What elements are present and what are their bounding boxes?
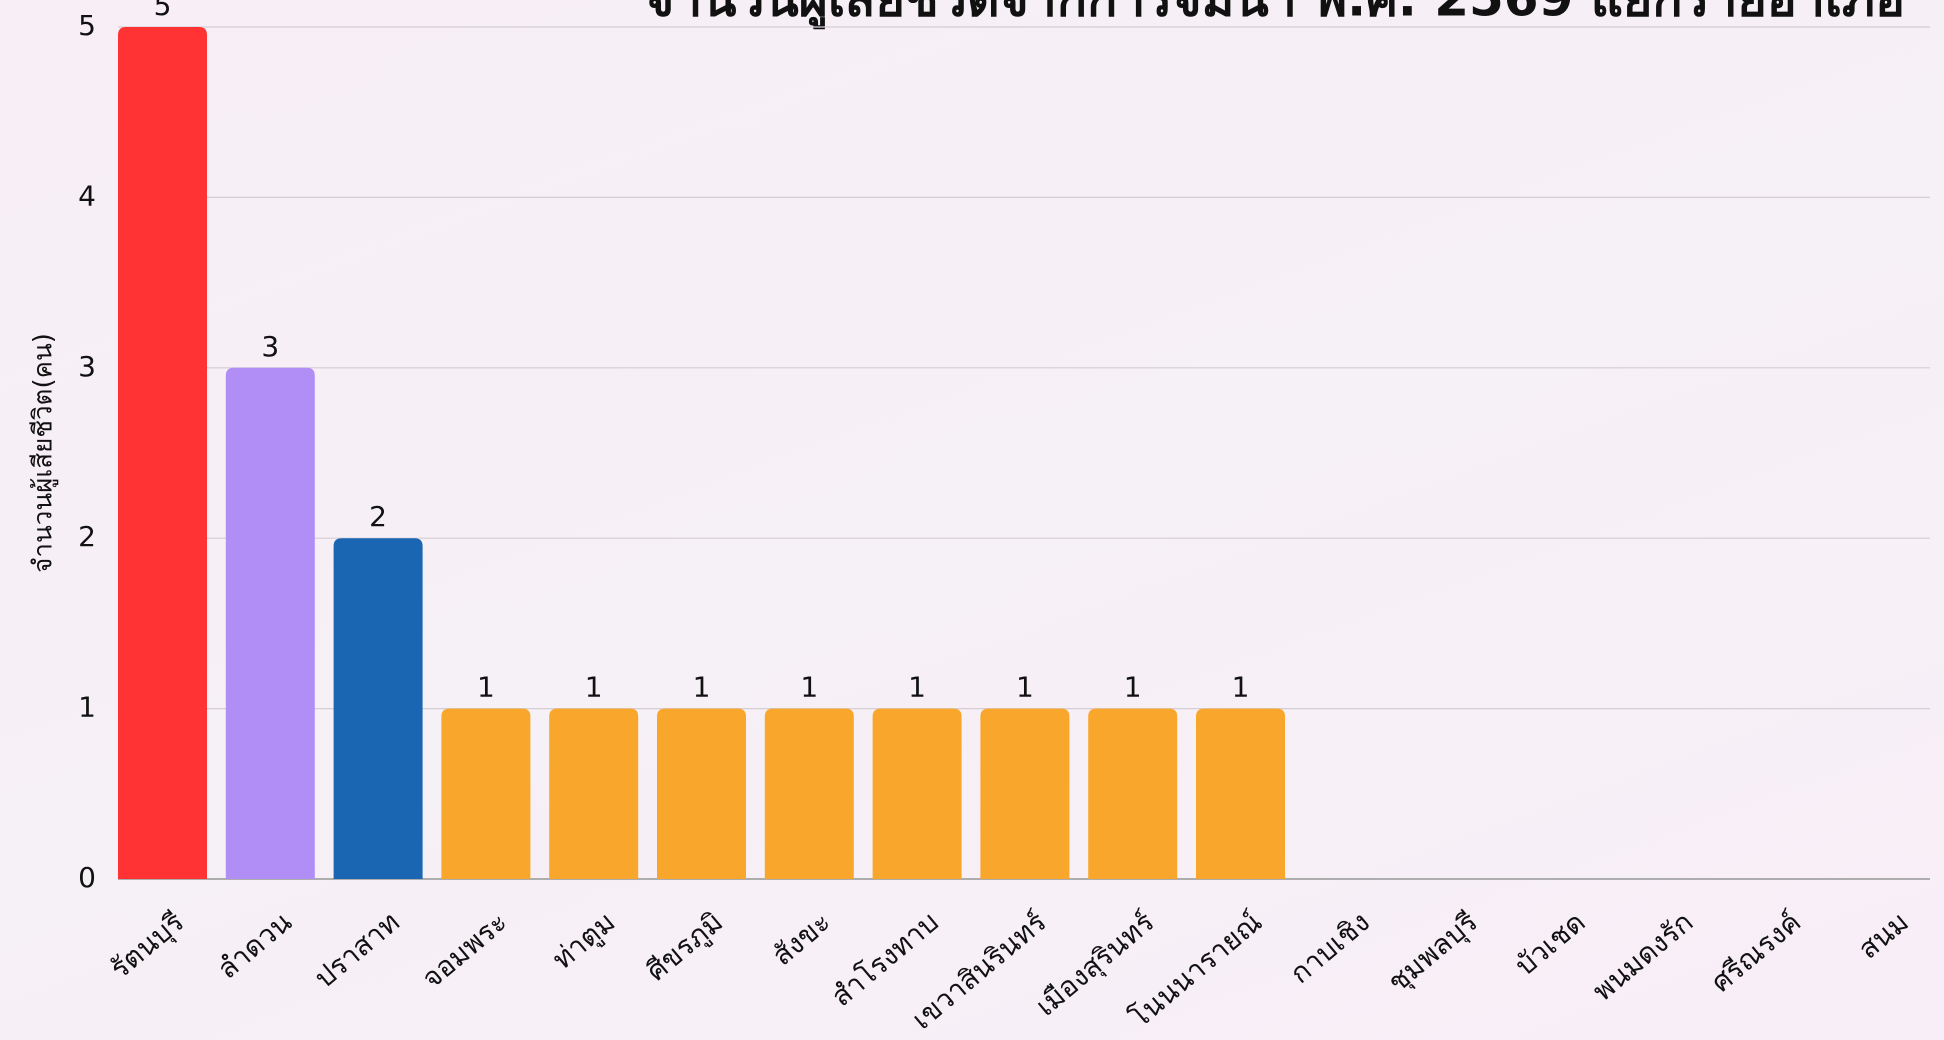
x-tick-label: ปราสาท xyxy=(308,905,406,994)
x-tick-label: พนมดงรัก xyxy=(1586,905,1699,1007)
x-tick-label: สังขะ xyxy=(766,905,837,972)
data-label: 1 xyxy=(800,671,818,704)
data-label: 1 xyxy=(908,671,926,704)
x-tick-label: กาบเชิง xyxy=(1284,905,1376,990)
data-label: 1 xyxy=(477,671,495,704)
y-tick-label: 3 xyxy=(78,350,96,383)
bar xyxy=(225,367,315,879)
x-tick-label: รัตนบุรี xyxy=(104,905,191,986)
y-axis-label: จำนวนผู้เสียชีวิต(คน) xyxy=(29,333,59,573)
x-tick-label: บัวเชด xyxy=(1509,905,1592,982)
bar xyxy=(764,708,854,879)
y-tick-label: 0 xyxy=(78,861,96,894)
y-tick-label: 2 xyxy=(78,520,96,553)
chart-title: จำนวนผู้เสียชีวิตจากการจมน้ำ พ.ศ. 2569 แ… xyxy=(645,0,1905,30)
data-label: 1 xyxy=(693,671,711,704)
data-label: 3 xyxy=(261,330,279,363)
x-tick-label: สนม xyxy=(1852,905,1915,965)
data-label: 1 xyxy=(1232,671,1250,704)
bar xyxy=(1196,708,1285,879)
data-label: 1 xyxy=(1016,671,1034,704)
bar xyxy=(1088,708,1178,879)
x-tick-label: ท่าตูม xyxy=(546,905,622,977)
x-tick-label: ศรีณรงค์ xyxy=(1705,905,1808,999)
x-tick-label: ลำดวน xyxy=(211,905,298,986)
data-label: 2 xyxy=(369,500,387,533)
data-label: 1 xyxy=(1124,671,1142,704)
data-label: 5 xyxy=(154,0,172,22)
y-tick-label: 5 xyxy=(78,9,96,42)
bar xyxy=(549,708,639,879)
bar xyxy=(657,708,746,879)
y-tick-label: 4 xyxy=(78,179,96,212)
x-tick-label: ชุมพลบุรี xyxy=(1381,905,1484,999)
x-tick-label: ศีขรภูมิ xyxy=(640,905,730,988)
x-tick-label: จอมพระ xyxy=(416,905,514,995)
bar xyxy=(441,708,531,879)
data-label: 1 xyxy=(585,671,603,704)
bar xyxy=(980,708,1070,879)
y-tick-label: 1 xyxy=(78,691,96,724)
bar xyxy=(333,538,423,879)
bar xyxy=(118,27,207,879)
bar xyxy=(872,708,962,879)
